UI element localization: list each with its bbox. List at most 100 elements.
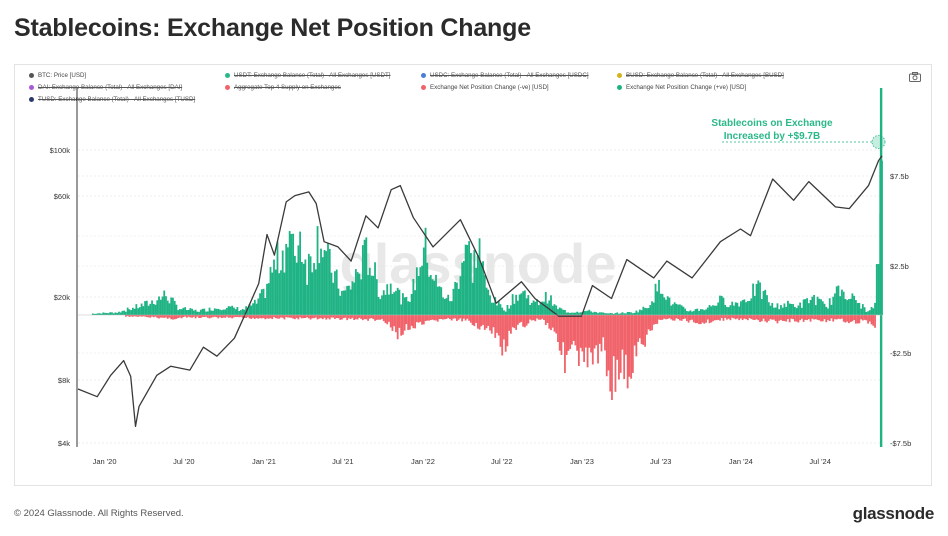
positive-bar <box>656 291 659 315</box>
positive-bar <box>109 312 112 315</box>
positive-bar <box>726 306 728 315</box>
positive-bar <box>316 226 319 315</box>
negative-bar <box>541 315 544 319</box>
positive-bar <box>555 305 558 315</box>
negative-bar <box>389 315 392 328</box>
positive-bar <box>464 244 467 315</box>
positive-bar <box>795 308 798 315</box>
positive-bar <box>774 307 777 315</box>
x-tick-label: Jan '22 <box>411 457 435 466</box>
positive-bar <box>591 312 594 315</box>
legend-item[interactable]: Exchange Net Position Change (+ve) [USD] <box>617 84 746 91</box>
legend-item[interactable]: DAI: Exchange Balance (Total) - All Exch… <box>29 84 182 91</box>
negative-bar <box>205 315 207 317</box>
negative-bar <box>295 315 298 318</box>
positive-bar <box>802 299 805 315</box>
positive-bar <box>149 303 152 315</box>
legend-item[interactable]: BUSD: Exchange Balance (Total) - All Exc… <box>617 72 784 79</box>
negative-bar <box>621 315 624 350</box>
legend-item[interactable]: BTC: Price [USD] <box>29 72 86 79</box>
positive-bar <box>856 303 859 315</box>
negative-bar <box>368 315 371 319</box>
legend-item[interactable]: TUSD: Exchange Balance (Total) - All Exc… <box>29 96 195 103</box>
negative-bar <box>814 315 817 320</box>
positive-bar <box>515 294 518 315</box>
positive-bar <box>720 295 723 315</box>
positive-bar <box>246 307 249 315</box>
positive-bar <box>334 271 336 315</box>
negative-bar <box>276 315 279 319</box>
positive-bar <box>523 290 526 315</box>
positive-bar <box>537 305 540 315</box>
positive-bar <box>233 307 235 315</box>
positive-bar <box>513 303 516 315</box>
positive-bar <box>569 312 572 315</box>
positive-bar <box>91 313 94 315</box>
positive-bar <box>625 313 627 315</box>
negative-bar <box>466 315 469 319</box>
positive-bar <box>543 301 545 315</box>
positive-bar <box>835 286 838 315</box>
negative-bar <box>442 315 444 320</box>
positive-bar <box>257 298 260 315</box>
positive-bar <box>832 296 835 315</box>
positive-bar <box>665 299 667 315</box>
negative-bar <box>419 315 422 322</box>
positive-bar <box>363 239 366 315</box>
annotation: Stablecoins on Exchange Increased by +$9.… <box>711 118 886 149</box>
camera-icon[interactable] <box>909 72 921 82</box>
legend-item[interactable]: Aggregate Top 4 Supply on Exchanges <box>225 84 341 91</box>
negative-bar <box>806 315 808 321</box>
negative-bar <box>825 315 828 323</box>
positive-bar <box>227 306 230 315</box>
negative-bar <box>469 315 472 323</box>
positive-bar <box>267 283 270 315</box>
positive-bar <box>731 301 734 315</box>
negative-bar <box>706 315 709 320</box>
negative-bar <box>344 315 347 318</box>
positive-bar <box>224 309 227 315</box>
positive-bar <box>175 304 178 315</box>
negative-bar <box>370 315 373 319</box>
negative-bar <box>860 315 862 320</box>
negative-bar <box>703 315 706 324</box>
negative-bar <box>677 315 680 319</box>
negative-bar <box>851 315 854 322</box>
legend-item[interactable]: Exchange Net Position Change (-ve) [USD] <box>421 84 549 91</box>
negative-bar <box>309 315 312 320</box>
legend-label: USDT: Exchange Balance (Total) - All Exc… <box>234 72 391 79</box>
positive-bar <box>612 313 615 315</box>
positive-bar <box>241 309 244 315</box>
legend-item[interactable]: USDC: Exchange Balance (Total) - All Exc… <box>421 72 589 79</box>
negative-bar <box>227 315 230 318</box>
positive-bar <box>234 309 237 315</box>
positive-bar <box>389 283 392 315</box>
negative-bar <box>841 315 843 319</box>
negative-bar <box>663 315 666 319</box>
legend-item[interactable]: USDT: Exchange Balance (Total) - All Exc… <box>225 72 390 79</box>
positive-bar <box>111 312 113 315</box>
positive-bar <box>572 312 575 315</box>
negative-bar <box>332 315 335 318</box>
negative-bar <box>717 315 720 320</box>
negative-bar <box>569 315 572 350</box>
positive-bar <box>170 297 173 315</box>
negative-bar <box>144 315 146 317</box>
positive-bar <box>238 310 241 315</box>
negative-bar <box>776 315 779 324</box>
positive-bar <box>715 305 718 315</box>
positive-bar <box>781 307 784 315</box>
negative-bar <box>468 315 471 321</box>
positive-bar <box>201 308 204 315</box>
net-position-bars <box>91 88 883 447</box>
negative-bar <box>745 315 748 320</box>
negative-bar <box>245 315 248 319</box>
positive-bar <box>644 307 646 315</box>
negative-bar <box>285 315 288 318</box>
positive-bar <box>147 305 150 315</box>
negative-bar <box>328 315 331 320</box>
negative-bar <box>462 315 465 319</box>
positive-bar <box>440 287 443 315</box>
btc-price-path <box>77 155 883 428</box>
negative-bar <box>593 315 596 349</box>
